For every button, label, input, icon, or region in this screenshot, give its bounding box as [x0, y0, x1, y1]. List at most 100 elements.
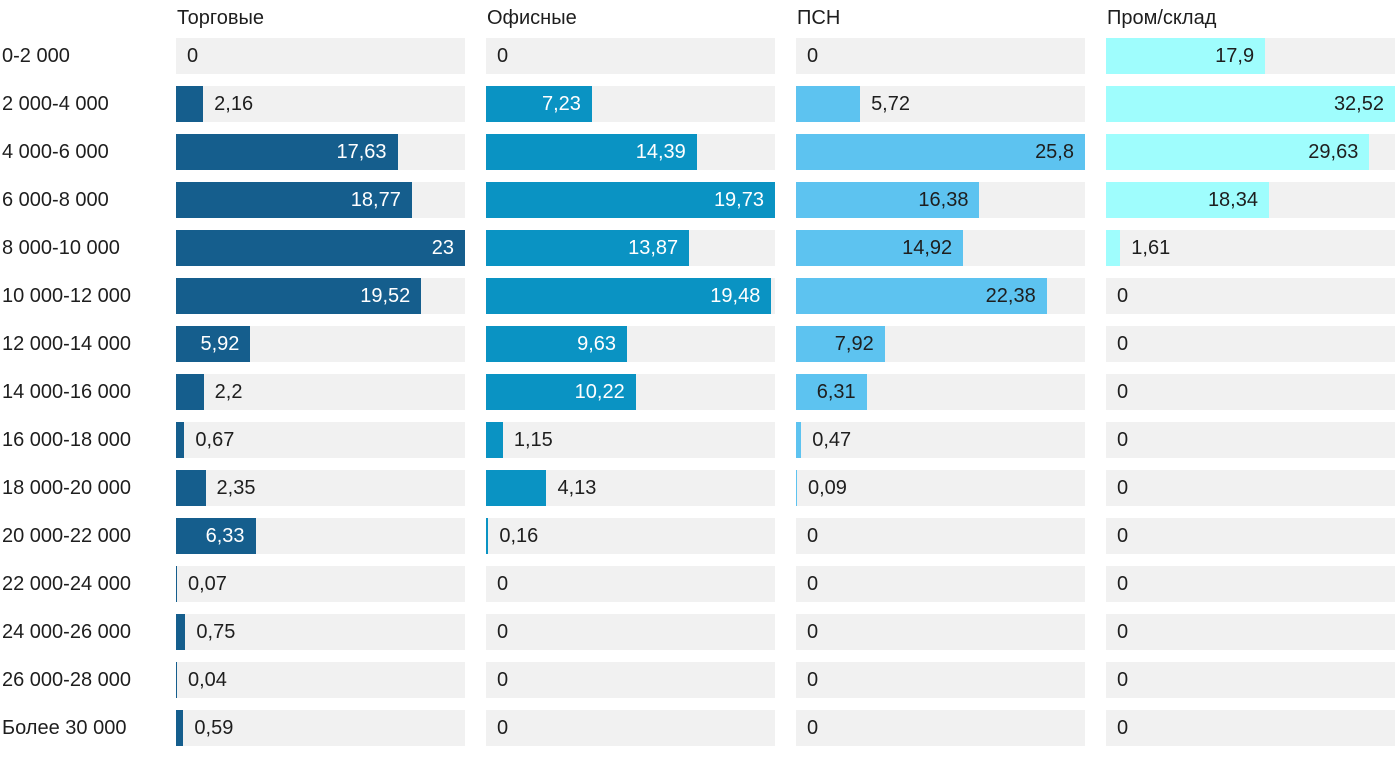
chart-cell: 0: [1106, 326, 1395, 362]
bar-track: 18,77: [176, 182, 465, 218]
bar: [486, 86, 592, 122]
chart-cell: 13,87: [486, 230, 775, 266]
bar-track: 5,72: [796, 86, 1085, 122]
bar-value-label: 0: [497, 621, 509, 643]
bar-value-label: 0: [807, 621, 819, 643]
bar-track: 0: [1106, 470, 1395, 506]
chart-cell: 4,13: [486, 470, 775, 506]
column-header-prom-sklad: Пром/склад: [1107, 7, 1217, 29]
bar-track: 0,16: [486, 518, 775, 554]
bar-track: 2,16: [176, 86, 465, 122]
chart-cell: 0: [486, 662, 775, 698]
chart-cell: 22,38: [796, 278, 1085, 314]
bar-value-label: 0: [497, 717, 509, 739]
bar: [796, 326, 885, 362]
chart-cell: 0: [1106, 518, 1395, 554]
bar-value-label: 7,23: [541, 93, 581, 115]
bar-track: 18,34: [1106, 182, 1395, 218]
bar: [796, 470, 797, 506]
bar: [176, 614, 186, 650]
header-spacer: [2, 6, 176, 31]
chart-cell: 0: [176, 38, 465, 74]
bar-value-label: 0,04: [188, 669, 227, 691]
chart-row: 12 000-14 000 5,92 9,63 7,92 0: [2, 326, 1396, 362]
bar: [486, 470, 547, 506]
bar-track: 0: [176, 38, 465, 74]
bar: [486, 278, 772, 314]
category-label: 26 000-28 000: [2, 669, 132, 691]
bar: [176, 182, 412, 218]
bar-value-label: 32,52: [1333, 93, 1384, 115]
chart-cell: 18,34: [1106, 182, 1395, 218]
bar-track: 0: [486, 710, 775, 746]
bar-value-label: 14,92: [902, 237, 953, 259]
bar-value-label: 2,16: [214, 93, 254, 115]
bar-track: 0,47: [796, 422, 1085, 458]
category-label: 16 000-18 000: [2, 429, 132, 451]
bar-value-label: 0: [807, 717, 819, 739]
bar-value-label: 0,07: [188, 573, 227, 595]
category-label: 0-2 000: [2, 45, 70, 67]
bar-value-label: 22,38: [985, 285, 1036, 307]
bar-value-label: 0,09: [808, 477, 847, 499]
bar: [176, 710, 184, 746]
bar-value-label: 0,59: [194, 717, 234, 739]
chart-cell: 1,15: [486, 422, 775, 458]
bar-track: 19,48: [486, 278, 775, 314]
bar-track: 0,75: [176, 614, 465, 650]
bar-value-label: 1,61: [1131, 237, 1171, 259]
bar-track: 5,92: [176, 326, 465, 362]
chart-cell: 0,47: [796, 422, 1085, 458]
chart-cell: 0: [1106, 470, 1395, 506]
chart-cell: 5,72: [796, 86, 1085, 122]
chart-cell: 0: [1106, 662, 1395, 698]
bar-value-label: 17,63: [336, 141, 387, 163]
chart-cell: 0: [796, 566, 1085, 602]
bar-value-label: 9,63: [577, 333, 617, 355]
chart-rows: 0-2 000 0 0 0 17,9 2 000-4 000 2,16 7,23 5,72 32,…: [2, 38, 1396, 746]
bar: [176, 566, 177, 602]
chart-cell: 23: [176, 230, 465, 266]
bar: [796, 374, 867, 410]
category-label: 12 000-14 000: [2, 333, 132, 355]
chart-cell: 0: [1106, 710, 1395, 746]
bar: [796, 422, 802, 458]
bar-value-label: 0,67: [195, 429, 235, 451]
chart-cell: 7,92: [796, 326, 1085, 362]
bar-value-label: 19,52: [360, 285, 411, 307]
chart-cell: 6,31: [796, 374, 1085, 410]
bar-track: 0,07: [176, 566, 465, 602]
chart-cell: 14,92: [796, 230, 1085, 266]
bar-track: 29,63: [1106, 134, 1395, 170]
bar-track: 14,39: [486, 134, 775, 170]
bar: [176, 422, 185, 458]
chart-row: 18 000-20 000 2,35 4,13 0,09 0: [2, 470, 1396, 506]
chart-cell: 32,52: [1106, 86, 1395, 122]
bar-track: 0: [796, 662, 1085, 698]
bar-track: 19,73: [486, 182, 775, 218]
bar-value-label: 1,15: [513, 429, 553, 451]
bar: [796, 230, 964, 266]
bar-value-label: 13,87: [628, 237, 679, 259]
bar-value-label: 5,92: [200, 333, 240, 355]
bar: [176, 86, 204, 122]
bar-value-label: 0: [807, 669, 819, 691]
bar-value-label: 0: [1117, 669, 1129, 691]
bar-track: 22,38: [796, 278, 1085, 314]
bar: [796, 134, 1085, 170]
bar: [486, 374, 636, 410]
bar-value-label: 0: [807, 525, 819, 547]
bar-track: 0: [1106, 710, 1395, 746]
chart-row: 26 000-28 000 0,04 0 0 0: [2, 662, 1396, 698]
bar-track: 6,33: [176, 518, 465, 554]
bar: [796, 278, 1047, 314]
bar: [796, 86, 861, 122]
category-label: 24 000-26 000: [2, 621, 132, 643]
category-label: 18 000-20 000: [2, 477, 132, 499]
chart-cell: 0: [486, 566, 775, 602]
bar-track: 2,2: [176, 374, 465, 410]
chart-cell: 14,39: [486, 134, 775, 170]
bar-value-label: 0: [187, 45, 199, 67]
bar-track: 6,31: [796, 374, 1085, 410]
chart-cell: 0: [1106, 422, 1395, 458]
